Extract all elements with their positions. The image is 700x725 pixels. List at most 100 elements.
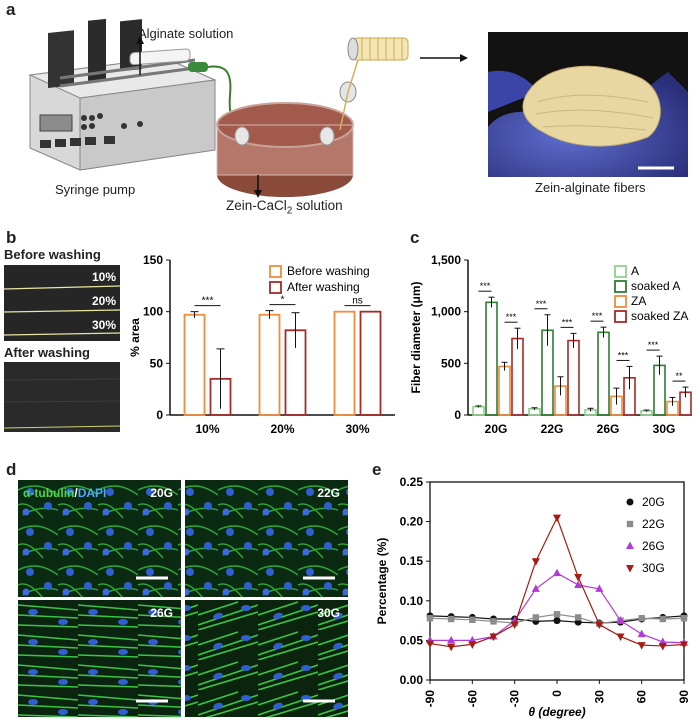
- data-point: [553, 611, 561, 618]
- before-washing-title: Before washing: [4, 247, 101, 262]
- legend-label: Before washing: [287, 264, 370, 278]
- data-point: [680, 615, 688, 622]
- label-alginate-solution: Alginate solution: [138, 26, 234, 41]
- bar: [359, 310, 382, 416]
- y-tick-label: 500: [441, 356, 461, 370]
- photo-label-10: 10%: [92, 270, 116, 284]
- after-washing-title: After washing: [4, 345, 90, 360]
- significance-label: ***: [592, 311, 603, 321]
- bar: [597, 331, 610, 416]
- data-point: [447, 635, 456, 644]
- legend-label: 20G: [642, 495, 665, 509]
- significance-label: *: [281, 295, 285, 306]
- significance-label: ***: [480, 281, 491, 291]
- y-tick-label: 50: [150, 356, 164, 370]
- significance-label: ns: [352, 296, 363, 307]
- x-tick-label: 0: [550, 690, 564, 697]
- legend-swatch: [614, 280, 627, 293]
- tile-30G: [185, 600, 348, 717]
- data-point: [638, 615, 645, 622]
- data-point: [426, 615, 434, 622]
- bar: [183, 313, 206, 416]
- label-zein-cacl2-text: Zein-CaCl: [226, 198, 287, 213]
- y-axis-label: Percentage (%): [375, 538, 389, 625]
- x-tick-label: -90: [423, 690, 437, 708]
- label-zein-cacl2-end: solution: [292, 198, 343, 213]
- y-tick-label: 150: [143, 253, 163, 267]
- data-point: [574, 614, 582, 621]
- data-point: [489, 633, 498, 641]
- x-tick-label: 10%: [195, 422, 219, 436]
- x-tick-label: 20G: [485, 422, 508, 436]
- x-tick-label: 30G: [653, 422, 676, 436]
- bar: [258, 313, 281, 416]
- x-tick-label: -60: [465, 690, 479, 708]
- y-axis-label: Fiber diameter (μm): [410, 281, 423, 393]
- tile-26G: [18, 600, 181, 717]
- tile-label-26G: 26G: [150, 606, 173, 620]
- data-point: [616, 616, 625, 624]
- data-point: [553, 568, 561, 577]
- data-point: [447, 615, 455, 623]
- syringe-tip: [188, 62, 208, 72]
- stain-label-sep: /: [74, 486, 78, 500]
- panel-d-label: d: [6, 460, 17, 479]
- setup-illustration: [28, 18, 468, 198]
- x-tick-label: 26G: [597, 422, 620, 436]
- label-zein-cacl2: Zein-CaCl2 solution: [226, 198, 343, 217]
- data-point: [469, 616, 476, 624]
- bar: [498, 365, 511, 416]
- bar: [472, 405, 485, 416]
- data-point: [595, 621, 604, 630]
- legend-swatch: [269, 281, 282, 294]
- y-tick-label: 100: [143, 305, 163, 319]
- y-tick-label: 0.20: [400, 515, 424, 529]
- fiber-spool: [339, 37, 409, 131]
- bar: [511, 337, 524, 416]
- legend-swatch: [614, 265, 627, 278]
- photo-label-20: 20%: [92, 294, 116, 308]
- data-point: [626, 565, 634, 573]
- y-tick-label: 0.15: [400, 554, 424, 568]
- data-point: [468, 641, 477, 649]
- label-syringe-pump: Syringe pump: [55, 182, 136, 197]
- y-tick-label: 0.25: [400, 475, 424, 489]
- data-point: [637, 642, 646, 650]
- legend-label: soaked A: [631, 279, 680, 293]
- data-point: [553, 514, 561, 523]
- data-point: [659, 615, 667, 623]
- legend-label: 30G: [642, 561, 665, 575]
- data-point: [426, 640, 434, 649]
- syringe-pump: [28, 18, 217, 171]
- before-washing-photo: 10% 20% 30%: [3, 265, 121, 341]
- y-tick-label: 0.10: [400, 594, 424, 608]
- data-point: [490, 618, 497, 625]
- legend-label: A: [631, 264, 639, 278]
- legend-swatch: [614, 295, 627, 308]
- photo-label-30: 30%: [92, 318, 116, 332]
- data-point: [531, 584, 540, 592]
- y-axis-label: % area: [128, 318, 142, 357]
- data-point: [574, 574, 583, 582]
- y-tick-label: 0.05: [400, 633, 424, 647]
- micrographs: α-tubulin/DAPI 20G 22G 26G 30G: [18, 480, 348, 717]
- y-tick-label: 0: [454, 408, 461, 422]
- coagulation-dish: [216, 102, 354, 197]
- bar: [567, 339, 580, 416]
- significance-label: **: [675, 371, 683, 381]
- panel-b-label: b: [6, 228, 17, 247]
- label-fibers: Zein-alginate fibers: [535, 180, 646, 195]
- data-point: [595, 584, 604, 592]
- data-point: [626, 498, 634, 506]
- data-point: [574, 580, 583, 588]
- x-tick-label: 60: [635, 690, 649, 704]
- label-zein-cacl2-sub: 2: [286, 205, 293, 217]
- stain-label: α-tubulin/DAPI: [23, 486, 106, 500]
- chart-b: 0 50 100 150 % area 10% *** 20% * 30% ns Before was…: [128, 253, 395, 436]
- data-point: [616, 633, 625, 641]
- legend-swatch: [269, 265, 282, 278]
- significance-label: ***: [536, 299, 547, 309]
- significance-label: ***: [648, 340, 659, 350]
- bar: [333, 310, 356, 416]
